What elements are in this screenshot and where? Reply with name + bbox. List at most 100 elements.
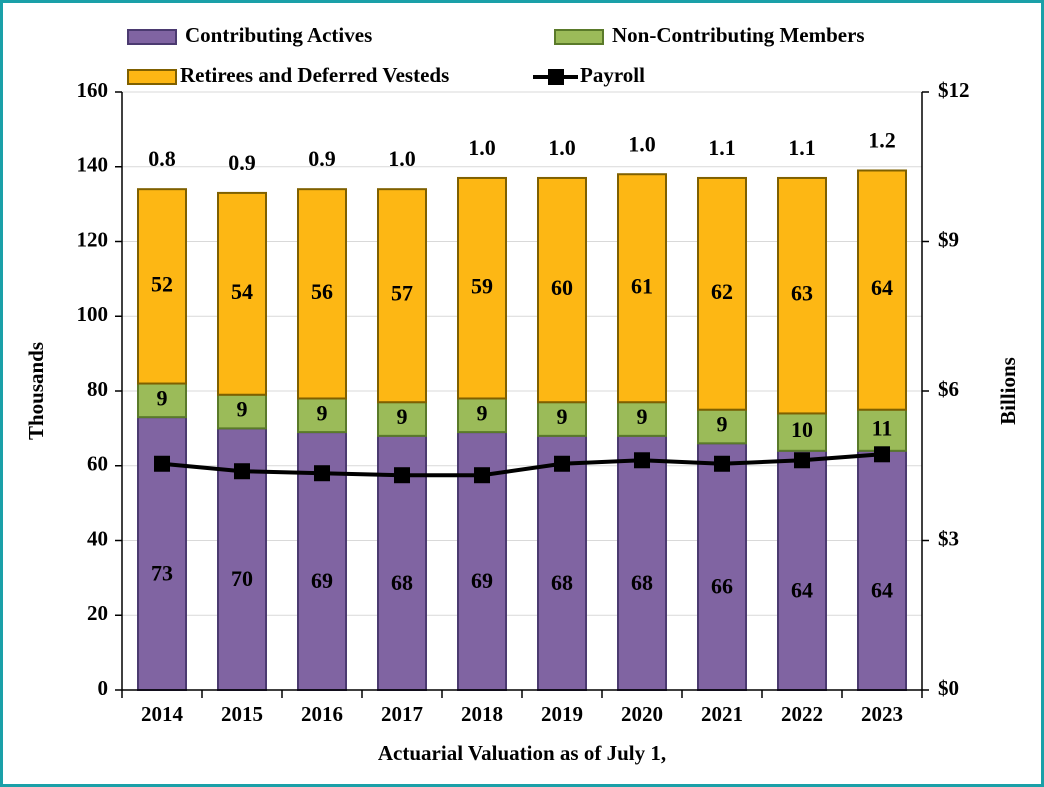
payroll-marker: [794, 452, 810, 469]
y-tick-label: 160: [77, 78, 109, 102]
y-axis-title: Thousands: [24, 342, 48, 440]
legend-swatch: [554, 29, 604, 45]
value-label: 54: [231, 279, 253, 304]
legend-swatch: [127, 29, 177, 45]
payroll-marker: [634, 452, 650, 469]
value-label: 10: [791, 417, 813, 442]
value-label: 56: [311, 279, 333, 304]
bar-segment: [697, 176, 747, 411]
y-tick-label: 40: [87, 526, 108, 550]
bar-segment: [857, 169, 907, 411]
bar-top-label: 1.0: [388, 146, 416, 171]
bar-segment: [617, 173, 667, 404]
payroll-marker: [234, 463, 250, 480]
bar-top-label: 1.1: [788, 135, 816, 160]
payroll-line: [161, 452, 883, 478]
legend-label: Non-Contributing Members: [612, 23, 865, 47]
payroll-marker: [874, 446, 890, 463]
value-label: 64: [871, 275, 893, 300]
y2-tick-label: $3: [938, 526, 959, 550]
x-tick-label: 2022: [781, 702, 823, 726]
legend-marker: [548, 69, 564, 85]
bar-top-label: 0.9: [228, 150, 256, 175]
value-label: 59: [471, 273, 493, 298]
payroll-marker: [474, 467, 490, 484]
bar-segment: [537, 434, 587, 691]
value-label: 11: [872, 415, 893, 440]
bar-top-label: 1.0: [468, 135, 496, 160]
y-tick-label: 0: [98, 676, 109, 700]
bar-segment: [537, 401, 587, 437]
bar-segment: [697, 442, 747, 692]
value-label: 68: [391, 570, 413, 595]
payroll-marker: [154, 455, 170, 472]
x-tick-label: 2017: [381, 702, 423, 726]
value-label: 57: [391, 281, 413, 306]
value-label: 64: [791, 577, 813, 602]
y2-tick-label: $0: [938, 676, 959, 700]
bar-segment: [457, 176, 507, 400]
value-label: 9: [557, 404, 568, 429]
value-label: 9: [237, 397, 248, 422]
x-tick-label: 2021: [701, 702, 743, 726]
value-label: 70: [231, 566, 253, 591]
bar-segment: [137, 188, 187, 385]
y2-axis-title: Billions: [996, 357, 1020, 425]
y-tick-label: 80: [87, 377, 108, 401]
legend-label: Retirees and Deferred Vesteds: [180, 63, 449, 87]
value-label: 73: [151, 561, 173, 586]
y-tick-label: 20: [87, 601, 108, 625]
payroll-marker: [714, 455, 730, 472]
bar-segment: [617, 434, 667, 691]
payroll-marker: [314, 465, 330, 482]
value-label: 68: [551, 570, 573, 595]
x-axis-title: Actuarial Valuation as of July 1,: [378, 741, 666, 765]
y-tick-label: 60: [87, 452, 108, 476]
value-label: 9: [317, 400, 328, 425]
x-tick-label: 2016: [301, 702, 343, 726]
value-label: 69: [311, 568, 333, 593]
bar-segment: [377, 188, 427, 404]
value-label: 63: [791, 281, 813, 306]
y-tick-label: 100: [77, 302, 109, 326]
bar-top-label: 0.9: [308, 146, 336, 171]
value-label: 68: [631, 570, 653, 595]
y2-tick-label: $9: [938, 227, 959, 251]
value-label: 69: [471, 568, 493, 593]
x-tick-label: 2015: [221, 702, 263, 726]
x-tick-label: 2020: [621, 702, 663, 726]
legend-label: Payroll: [580, 63, 645, 87]
payroll-marker: [394, 467, 410, 484]
legend-label: Contributing Actives: [185, 23, 372, 47]
value-label: 61: [631, 273, 653, 298]
value-label: 9: [397, 404, 408, 429]
value-label: 9: [717, 412, 728, 437]
bar-segment: [217, 191, 267, 396]
bar-segment: [297, 188, 347, 400]
value-label: 60: [551, 275, 573, 300]
bar-top-label: 1.0: [628, 131, 656, 156]
value-label: 52: [151, 271, 173, 296]
bar-top-label: 1.0: [548, 135, 576, 160]
x-tick-label: 2014: [141, 702, 184, 726]
x-tick-label: 2019: [541, 702, 583, 726]
bar-segment: [137, 382, 187, 419]
value-label: 64: [871, 577, 893, 602]
value-label: 9: [477, 400, 488, 425]
y2-tick-label: $12: [938, 78, 970, 102]
y2-tick-label: $6: [938, 377, 959, 401]
bar-top-label: 1.1: [708, 135, 736, 160]
value-label: 62: [711, 279, 733, 304]
bar-segment: [297, 397, 347, 434]
value-label: 9: [157, 385, 168, 410]
x-tick-label: 2018: [461, 702, 503, 726]
bar-segment: [537, 176, 587, 404]
legend-swatch: [127, 69, 177, 85]
y-tick-label: 120: [77, 227, 109, 251]
bar-segment: [857, 449, 907, 691]
bar-segment: [777, 176, 827, 415]
bar-segment: [617, 401, 667, 437]
payroll-marker: [554, 455, 570, 472]
bar-top-label: 0.8: [148, 146, 176, 171]
